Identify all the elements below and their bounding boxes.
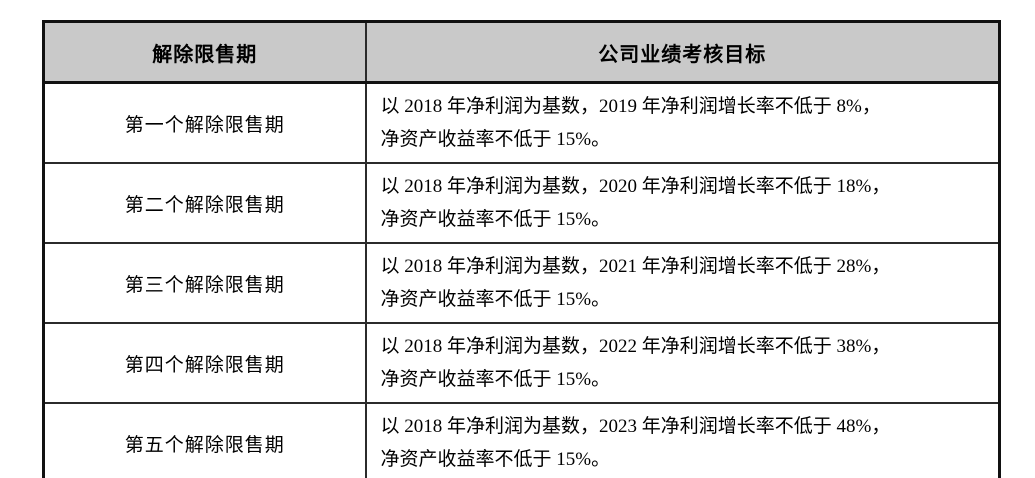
header-release-period: 解除限售期 [42,20,367,84]
header-performance-target: 公司业绩考核目标 [364,20,1001,84]
target-line-2: 净资产收益率不低于 15%。 [380,369,611,390]
target-line-1: 以 2018 年净利润为基数，2020 年净利润增长率不低于 18%， [380,176,891,197]
target-line-2: 净资产收益率不低于 15%。 [380,209,611,230]
target-line-2: 净资产收益率不低于 15%。 [380,289,611,310]
target-cell: 以 2018 年净利润为基数，2022 年净利润增长率不低于 38%， 净资产收… [364,322,1001,404]
performance-table: 解除限售期 公司业绩考核目标 第一个解除限售期 以 2018 年净利润为基数，2… [42,20,1001,478]
table-row: 第五个解除限售期 以 2018 年净利润为基数，2023 年净利润增长率不低于 … [42,402,1001,478]
target-line-1: 以 2018 年净利润为基数，2021 年净利润增长率不低于 28%， [380,256,891,277]
table-row: 第二个解除限售期 以 2018 年净利润为基数，2020 年净利润增长率不低于 … [42,162,1001,244]
table-row: 第一个解除限售期 以 2018 年净利润为基数，2019 年净利润增长率不低于 … [42,81,1001,164]
target-cell: 以 2018 年净利润为基数，2023 年净利润增长率不低于 48%， 净资产收… [364,402,1001,478]
target-cell: 以 2018 年净利润为基数，2021 年净利润增长率不低于 28%， 净资产收… [364,242,1001,324]
target-line-2: 净资产收益率不低于 15%。 [380,129,611,150]
target-line-1: 以 2018 年净利润为基数，2023 年净利润增长率不低于 48%， [380,416,891,437]
period-cell: 第二个解除限售期 [42,162,367,244]
target-cell: 以 2018 年净利润为基数，2020 年净利润增长率不低于 18%， 净资产收… [364,162,1001,244]
period-cell: 第五个解除限售期 [42,402,367,478]
target-cell: 以 2018 年净利润为基数，2019 年净利润增长率不低于 8%， 净资产收益… [364,81,1001,164]
table-row: 第四个解除限售期 以 2018 年净利润为基数，2022 年净利润增长率不低于 … [42,322,1001,404]
period-cell: 第一个解除限售期 [42,81,367,164]
target-line-1: 以 2018 年净利润为基数，2022 年净利润增长率不低于 38%， [380,336,891,357]
header-row: 解除限售期 公司业绩考核目标 [42,20,1001,84]
target-line-1: 以 2018 年净利润为基数，2019 年净利润增长率不低于 8%， [380,96,881,117]
table-row: 第三个解除限售期 以 2018 年净利润为基数，2021 年净利润增长率不低于 … [42,242,1001,324]
period-cell: 第四个解除限售期 [42,322,367,404]
period-cell: 第三个解除限售期 [42,242,367,324]
target-line-2: 净资产收益率不低于 15%。 [380,449,611,470]
